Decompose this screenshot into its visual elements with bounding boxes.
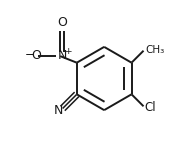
Text: O: O [57,16,67,29]
Text: −: − [24,48,34,61]
Text: N: N [54,104,64,117]
Text: +: + [64,47,72,56]
Text: O: O [31,49,41,62]
Text: CH₃: CH₃ [145,45,164,55]
Text: Cl: Cl [145,101,156,114]
Text: N: N [58,49,67,62]
